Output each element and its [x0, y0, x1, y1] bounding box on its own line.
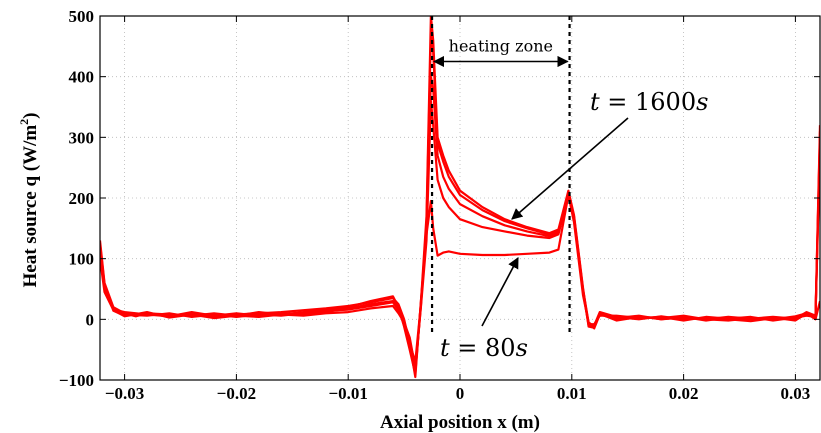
x-tick-label: 0	[456, 384, 465, 403]
series-line-5	[100, 16, 820, 375]
y-tick-labels: −100 0 100 200 300 400 500	[59, 7, 94, 390]
x-tick-label: −0.03	[105, 384, 144, 403]
heating-zone: heating zone	[430, 16, 571, 335]
x-tick-labels: −0.03 −0.02 −0.01 0 0.01 0.02 0.03	[105, 384, 810, 403]
x-tick-label: −0.02	[217, 384, 256, 403]
y-tick-label: 200	[69, 189, 95, 208]
annotation-t80: t = 80s	[440, 257, 528, 362]
annotation-t80-label: t = 80s	[440, 334, 528, 362]
x-tick-label: −0.01	[328, 384, 367, 403]
y-axis-label: Heat source q (W/m2)	[17, 112, 41, 287]
tick-marks	[100, 15, 820, 381]
y-tick-label: 500	[69, 7, 95, 26]
annotation-t80-arrow	[481, 257, 519, 327]
annotation-t1600-label: t = 1600s	[590, 88, 708, 116]
heating-zone-label: heating zone	[449, 37, 553, 56]
x-tick-label: 0.02	[669, 384, 699, 403]
y-tick-label: 400	[69, 68, 95, 87]
annotation-t1600-arrow	[511, 117, 629, 220]
x-tick-label: 0.03	[781, 384, 811, 403]
grid-lines	[100, 15, 820, 381]
x-axis-label: Axial position x (m)	[380, 412, 540, 433]
annotation-t1600: t = 1600s	[511, 88, 708, 220]
y-tick-label: −100	[59, 371, 94, 390]
series-group	[100, 16, 820, 379]
x-tick-label: 0.01	[557, 384, 587, 403]
y-tick-label: 100	[69, 250, 95, 269]
y-tick-label: 0	[86, 310, 95, 329]
y-tick-label: 300	[69, 128, 95, 147]
